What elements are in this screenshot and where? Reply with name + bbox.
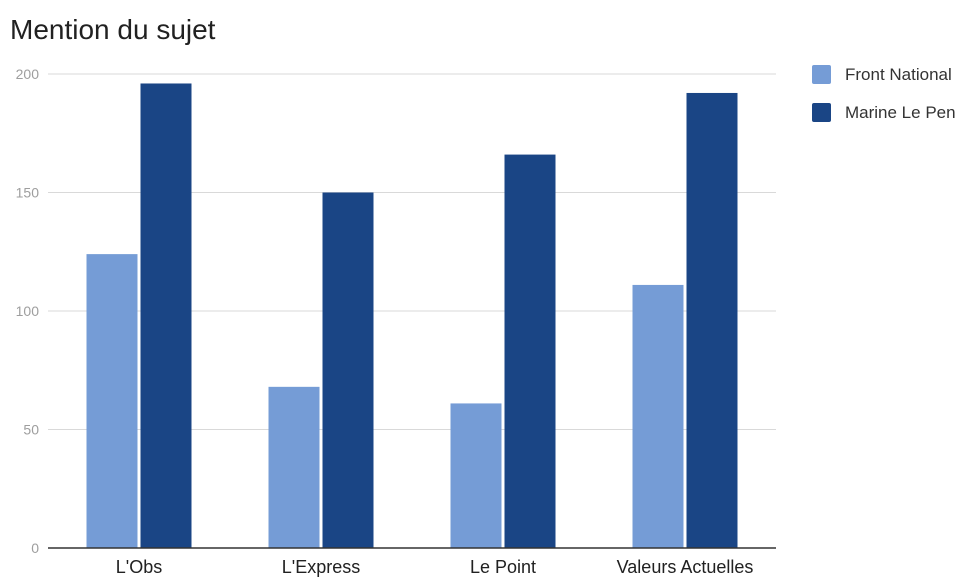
legend-label-marine-le-pen: Marine Le Pen [845,103,956,122]
bar-front-national-valeurs-actuelles[interactable] [632,284,684,548]
legend-item-front-national[interactable]: Front National [812,65,952,84]
y-tick-label-0: 0 [31,540,39,556]
x-tick-label-l-obs: L'Obs [116,557,162,577]
bar-marine-le-pen-le-point[interactable] [504,154,556,548]
x-tick-label-valeurs-actuelles: Valeurs Actuelles [617,557,754,577]
legend-swatch-marine-le-pen [812,103,831,122]
bar-marine-le-pen-l-express[interactable] [322,192,374,549]
legend-label-front-national: Front National [845,65,952,84]
legend-swatch-front-national [812,65,831,84]
y-tick-label-50: 50 [23,422,39,438]
chart-title: Mention du sujet [10,14,216,45]
x-tick-label-l-express: L'Express [282,557,360,577]
bar-front-national-l-obs[interactable] [86,254,138,548]
x-tick-label-le-point: Le Point [470,557,536,577]
legend-item-marine-le-pen[interactable]: Marine Le Pen [812,103,956,122]
y-tick-label-200: 200 [16,66,40,82]
legend: Front National Marine Le Pen [812,65,956,122]
bars [86,83,738,549]
x-axis-labels: L'Obs L'Express Le Point Valeurs Actuelles [116,557,754,577]
bar-front-national-le-point[interactable] [450,403,502,548]
bar-front-national-l-express[interactable] [268,386,320,548]
bar-marine-le-pen-valeurs-actuelles[interactable] [686,92,738,549]
y-tick-label-100: 100 [16,303,40,319]
y-tick-label-150: 150 [16,185,40,201]
y-axis-ticks: 0 50 100 150 200 [16,66,40,556]
bar-marine-le-pen-l-obs[interactable] [140,83,192,548]
